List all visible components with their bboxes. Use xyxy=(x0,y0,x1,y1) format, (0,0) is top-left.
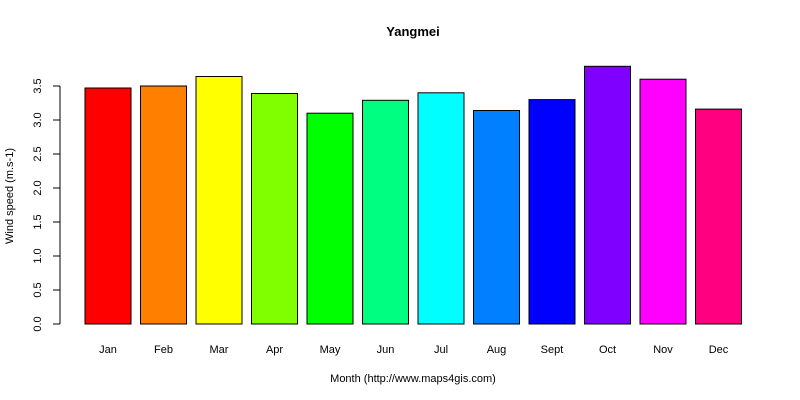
x-tick-label: Jul xyxy=(434,344,448,356)
bar-oct xyxy=(584,65,631,325)
y-tick-label: 3.5 xyxy=(32,78,44,93)
bar-dec xyxy=(695,108,742,325)
x-tick-label: Dec xyxy=(709,344,729,356)
x-axis-tick-labels: Jan Feb Mar Apr May Jun Jul Aug Sept Oct Nov Dec xyxy=(99,344,729,356)
bar-jun xyxy=(362,99,409,325)
x-tick-label: Sept xyxy=(541,344,564,356)
y-tick-label: 1.0 xyxy=(32,248,44,263)
bars-group xyxy=(84,65,742,325)
bar-feb xyxy=(140,85,187,325)
bar-jul xyxy=(417,92,465,325)
bar-apr xyxy=(251,93,298,325)
x-tick-label: Jan xyxy=(99,344,117,356)
x-axis-label: Month (http://www.maps4gis.com) xyxy=(330,373,496,385)
x-tick-label: Oct xyxy=(599,344,616,356)
bar-sept xyxy=(528,99,576,325)
x-tick-label: Aug xyxy=(487,344,507,356)
x-tick-label: Feb xyxy=(154,344,173,356)
y-tick-label: 0.0 xyxy=(32,316,44,331)
bar-may xyxy=(306,112,354,325)
bar-nov xyxy=(639,78,687,325)
x-tick-label: Nov xyxy=(653,344,673,356)
bar-aug xyxy=(473,110,520,325)
y-axis-label: Wind speed (m.s-1) xyxy=(4,148,16,244)
x-tick-label: Jun xyxy=(377,344,395,356)
y-tick-label: 3.0 xyxy=(32,112,44,127)
y-tick-label: 0.5 xyxy=(32,282,44,297)
y-tick-label: 1.5 xyxy=(32,214,44,229)
y-tick-label: 2.5 xyxy=(32,146,44,161)
chart-title: Yangmei xyxy=(386,24,439,39)
x-tick-label: Mar xyxy=(210,344,229,356)
x-tick-label: Apr xyxy=(266,344,283,356)
y-axis: 0.0 0.5 1.0 1.5 2.0 2.5 3.0 3.5 xyxy=(32,78,61,332)
bar-mar xyxy=(195,76,243,325)
bar-jan xyxy=(84,87,132,325)
y-tick-label: 2.0 xyxy=(32,180,44,195)
x-tick-label: May xyxy=(320,344,341,356)
